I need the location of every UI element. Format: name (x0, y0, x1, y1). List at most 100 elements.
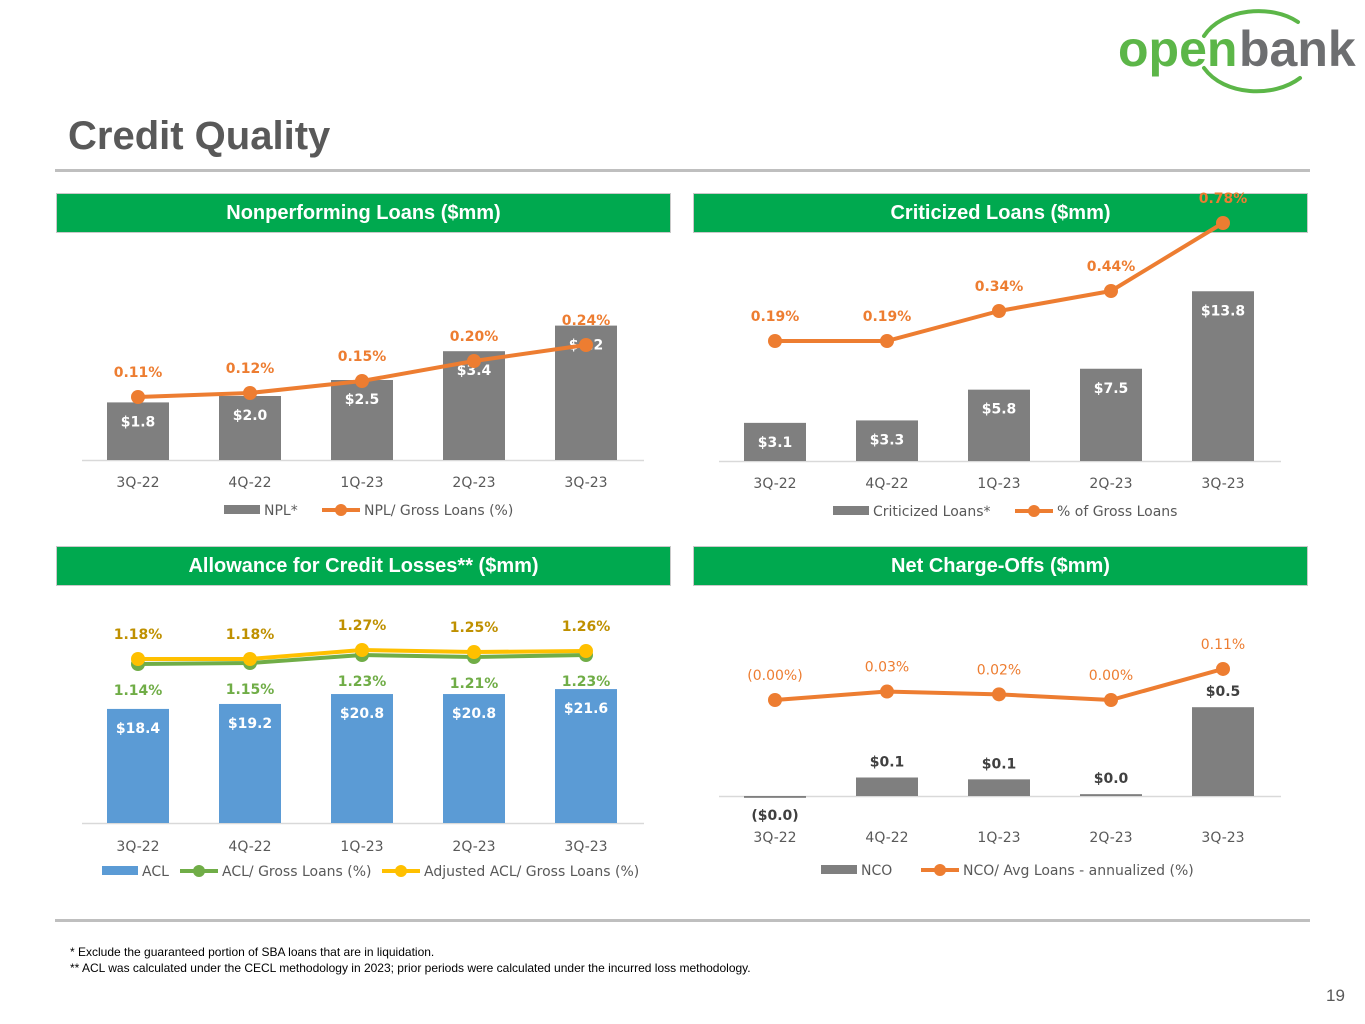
bar-criticized (1080, 368, 1142, 461)
line-point (768, 693, 782, 707)
legend-swatch-marker (1028, 505, 1040, 517)
legend-swatch-marker (395, 865, 407, 877)
bar-label: $1.8 (121, 414, 156, 430)
bar-label: $19.2 (228, 716, 272, 732)
legend-label: % of Gross Loans (1057, 504, 1177, 520)
x-tick-label: 1Q-23 (977, 476, 1020, 492)
line-point (355, 374, 369, 388)
line-point (1216, 661, 1230, 676)
bar-label: $5.8 (982, 402, 1017, 418)
legend-label: NCO (861, 863, 892, 879)
criticized-panel-header: Criticized Loans ($mm) (693, 193, 1308, 233)
bar-acl (107, 708, 169, 823)
bar-acl (555, 689, 617, 823)
line-label: (0.00%) (747, 668, 802, 684)
x-tick-label: 1Q-23 (340, 475, 383, 491)
line-point (579, 338, 593, 352)
npl-chart: $1.8$2.0$2.5$3.4$4.23Q-224Q-221Q-232Q-23… (82, 313, 644, 519)
x-tick-label: 4Q-22 (228, 839, 271, 855)
bar-label: $3.4 (457, 363, 492, 379)
legend-swatch-marker (934, 864, 946, 876)
criticized-chart: $3.1 $3.3 $5.8 $7.5 $13.8 3Q-22 4Q-22 1Q-23 2Q-2… (719, 191, 1281, 520)
legend-swatch (821, 865, 857, 874)
bar-label: $13.8 (1201, 303, 1245, 319)
line-point (243, 386, 257, 400)
bar-label: $7.5 (1094, 381, 1129, 397)
bar-label: $0.1 (982, 756, 1017, 772)
x-tick-label: 4Q-22 (865, 476, 908, 492)
x-tick-label: 3Q-22 (116, 839, 159, 855)
bar-npl (219, 396, 281, 460)
bar-label: $3.1 (758, 435, 793, 451)
page-title: Credit Quality (68, 114, 331, 158)
line-point (131, 652, 145, 666)
line-point (131, 390, 145, 404)
bar-label: $0.1 (870, 755, 905, 771)
footnotes: * Exclude the guaranteed portion of SBA … (70, 944, 751, 976)
nco-chart: ($0.0) $0.1 $0.1 $0.0 $0.5 3Q-22 4Q-22 1Q-23 2Q-… (719, 637, 1281, 879)
line-point (1216, 216, 1230, 230)
line-label: 1.18% (226, 627, 275, 643)
bar-label: $3.3 (870, 432, 905, 448)
line-label: 1.27% (338, 618, 387, 634)
bar-nco (856, 777, 918, 796)
line-label: 1.15% (226, 682, 275, 698)
line-label: 0.03% (865, 660, 909, 676)
line-point (992, 304, 1006, 318)
bar-label: ($0.0) (751, 808, 798, 824)
bar-criticized (1192, 291, 1254, 461)
x-tick-label: 4Q-22 (228, 475, 271, 491)
line-label: 0.24% (562, 313, 611, 329)
x-tick-label: 3Q-23 (1201, 476, 1244, 492)
line-label: 1.21% (450, 676, 499, 692)
line-point (1104, 284, 1118, 298)
line-label: 0.20% (450, 329, 499, 345)
legend-label: Criticized Loans* (873, 504, 991, 520)
bar-criticized (856, 420, 918, 461)
line-point (355, 643, 369, 657)
line-label: 0.02% (977, 662, 1021, 678)
nco-panel-header: Net Charge-Offs ($mm) (693, 546, 1308, 586)
bar-label: $20.8 (452, 706, 496, 722)
x-tick-label: 1Q-23 (977, 830, 1020, 846)
bar-label: $0.5 (1206, 684, 1241, 700)
bar-nco (744, 796, 806, 798)
line-label: 1.18% (114, 627, 163, 643)
bar-label: $18.4 (116, 721, 161, 737)
line-point (467, 645, 481, 659)
line-point (992, 687, 1006, 702)
bar-nco (1192, 707, 1254, 796)
line-label: 0.00% (1089, 668, 1133, 684)
x-tick-label: 2Q-23 (452, 475, 495, 491)
npl-panel-header: Nonperforming Loans ($mm) (56, 193, 671, 233)
legend-swatch (102, 866, 138, 875)
x-tick-label: 3Q-22 (753, 830, 796, 846)
line-label: 0.12% (226, 361, 275, 377)
legend-swatch (224, 505, 260, 514)
footer-divider (55, 919, 1310, 922)
line-point (880, 684, 894, 699)
x-tick-label: 2Q-23 (452, 839, 495, 855)
bar-acl (219, 703, 281, 823)
legend-label: NPL* (264, 503, 298, 519)
legend-swatch (833, 506, 869, 515)
logo-swoosh-bottom (1202, 66, 1302, 94)
x-tick-label: 1Q-23 (340, 839, 383, 855)
line-label: 0.11% (1201, 637, 1245, 653)
bar-acl (331, 694, 393, 823)
bar-npl (107, 402, 169, 460)
bar-nco (968, 779, 1030, 796)
bar-label: $2.0 (233, 408, 268, 424)
legend-label: ACL (142, 864, 169, 880)
footnote-2: ** ACL was calculated under the CECL met… (70, 961, 751, 975)
page-number: 19 (1326, 986, 1345, 1005)
line-label: 0.78% (1199, 191, 1248, 207)
legend-swatch-marker (193, 865, 205, 877)
line-point (579, 644, 593, 658)
legend-label: ACL/ Gross Loans (%) (222, 864, 372, 880)
bar-npl (331, 380, 393, 460)
bar-label: $0.0 (1094, 771, 1129, 787)
openbank-logo: open bank (1118, 9, 1356, 94)
bar-criticized (744, 422, 806, 461)
line-label: 0.19% (751, 309, 800, 325)
